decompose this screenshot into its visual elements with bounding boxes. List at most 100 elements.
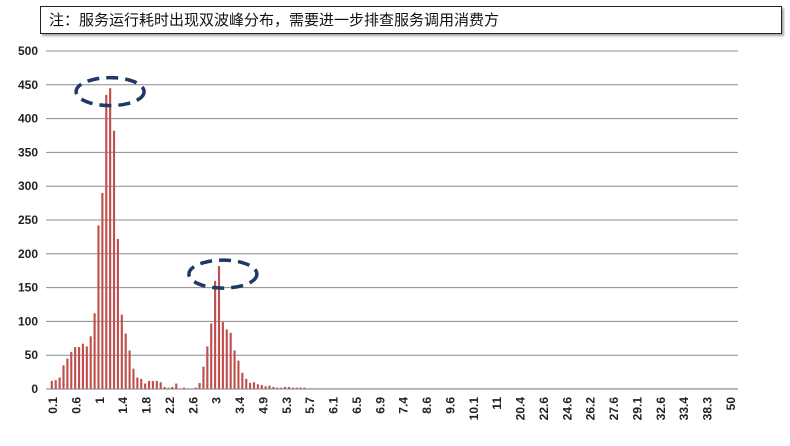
x-tick-label: 22.6	[537, 397, 551, 421]
x-tick-label: 2.2	[163, 397, 177, 414]
bar	[214, 280, 217, 389]
bar	[81, 343, 84, 389]
x-tick-label: 6.1	[327, 397, 341, 414]
x-tick-label: 50	[724, 397, 738, 411]
bar	[182, 387, 186, 389]
bar	[101, 192, 104, 389]
bar	[112, 130, 116, 389]
bar	[171, 386, 174, 389]
bar	[210, 323, 213, 389]
bar	[147, 380, 151, 389]
bar	[62, 365, 65, 389]
x-tick-label: 1.4	[116, 397, 130, 414]
y-tick-label: 200	[18, 247, 38, 261]
bar	[175, 383, 178, 389]
x-tick-label: 7.4	[397, 397, 411, 414]
bar	[132, 368, 135, 389]
x-tick-label: 38.3	[701, 397, 715, 421]
bar	[217, 265, 221, 389]
bar	[299, 387, 302, 389]
x-tick-label: 8.6	[420, 397, 434, 414]
y-tick-label: 400	[18, 112, 38, 126]
bar	[66, 358, 69, 389]
bar	[151, 380, 154, 389]
bar	[245, 378, 248, 389]
bar	[124, 333, 127, 389]
bar	[140, 378, 143, 389]
bar	[97, 225, 100, 389]
bar	[159, 382, 162, 389]
grid-lines	[46, 50, 738, 356]
x-tick-label: 1.8	[140, 397, 154, 414]
bar	[291, 387, 294, 389]
bar	[268, 385, 271, 389]
x-tick-label: 3	[210, 397, 224, 404]
x-tick-label: 6.5	[350, 397, 364, 414]
y-tick-label: 250	[18, 213, 38, 227]
bar	[144, 383, 147, 389]
bar	[241, 372, 244, 389]
y-tick-label: 500	[18, 44, 38, 58]
x-tick-label: 33.4	[677, 397, 691, 421]
bar	[77, 347, 81, 389]
bar	[163, 386, 166, 389]
bar	[221, 322, 224, 389]
bar	[155, 380, 158, 389]
y-tick-label: 0	[31, 382, 38, 396]
x-tick-label: 20.4	[514, 397, 528, 421]
bar	[260, 384, 263, 389]
bars	[50, 88, 738, 390]
x-tick-label: 5.3	[280, 397, 294, 414]
x-tick-label: 29.1	[631, 397, 645, 421]
bar	[303, 387, 306, 389]
bar	[249, 382, 252, 389]
bar	[295, 387, 298, 389]
peak-highlight-ellipse	[74, 75, 146, 108]
y-tick-label: 300	[18, 179, 38, 193]
y-tick-label: 150	[18, 281, 38, 295]
bar	[198, 382, 201, 389]
bar	[89, 336, 92, 389]
y-tick-label: 50	[25, 348, 39, 362]
bar	[256, 384, 259, 389]
peak-highlight-ellipse	[187, 258, 259, 290]
x-tick-label: 24.6	[560, 397, 574, 421]
bar	[287, 386, 291, 389]
bar	[284, 386, 287, 389]
bar	[229, 332, 232, 389]
chart-note: 注：服务运行耗时出现双波峰分布，需要进一步排查服务调用消费方	[40, 6, 782, 34]
bar	[233, 350, 236, 389]
y-tick-label: 350	[18, 145, 38, 159]
x-tick-label: 0.1	[46, 397, 60, 414]
bar	[54, 380, 57, 389]
bar	[276, 387, 279, 389]
bar	[50, 380, 53, 389]
x-tick-label: 27.6	[607, 397, 621, 421]
x-tick-label: 26.2	[584, 397, 598, 421]
x-tick-label: 32.6	[654, 397, 668, 421]
y-tick-label: 100	[18, 314, 38, 328]
bar	[136, 377, 139, 389]
x-tick-label: 2.6	[186, 397, 200, 414]
bar	[120, 314, 123, 389]
bar	[237, 360, 240, 389]
bar	[225, 329, 228, 389]
bar	[116, 238, 119, 389]
bar	[167, 387, 170, 389]
bar	[280, 387, 283, 389]
x-tick-label: 0.6	[69, 397, 83, 414]
x-tick-label: 11	[490, 397, 504, 410]
x-tick-label: 6.9	[373, 397, 387, 414]
y-tick-label: 450	[18, 78, 38, 92]
x-tick-label: 4.9	[256, 397, 270, 414]
x-tick-label: 9.6	[443, 397, 457, 414]
x-axis-ticks: 0.1 0.6 1 1.4 1.8 2.2 2.6 3 3.4 4.9 5.3 5.7 6.1 6.5 6.…	[46, 397, 738, 421]
bar	[272, 386, 275, 389]
bar	[206, 346, 209, 389]
x-tick-label: 1	[93, 397, 107, 404]
bar	[74, 347, 77, 389]
y-axis-ticks: 0 50 100 150 200 250 300 350 400 450 500	[18, 44, 38, 396]
bar	[93, 313, 96, 389]
bar	[105, 94, 108, 389]
